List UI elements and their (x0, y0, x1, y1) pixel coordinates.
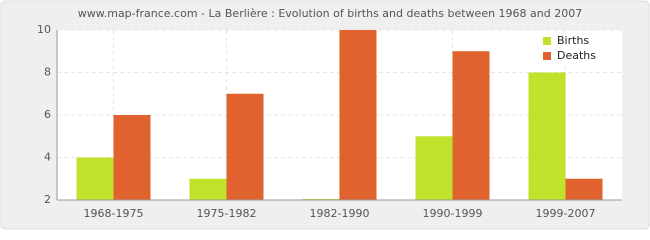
legend-label: Births (557, 34, 589, 47)
chart-title: www.map-france.com - La Berlière : Evolu… (78, 7, 582, 20)
x-tick-label: 1990-1999 (423, 207, 483, 220)
x-tick-label: 1999-2007 (536, 207, 596, 220)
y-tick-label: 2 (44, 193, 51, 206)
bar (113, 115, 151, 200)
bar (528, 72, 566, 200)
bar (565, 178, 603, 200)
legend-label: Deaths (557, 49, 596, 62)
legend-marker (543, 52, 551, 60)
x-tick-label: 1982-1990 (310, 207, 370, 220)
legend-marker (543, 37, 551, 45)
y-tick-label: 6 (44, 108, 51, 121)
bar (189, 178, 227, 200)
x-tick-label: 1968-1975 (84, 207, 144, 220)
bar (76, 157, 114, 200)
chart: www.map-france.com - La Berlière : Evolu… (0, 0, 650, 230)
bar (226, 93, 264, 200)
y-tick-label: 4 (44, 151, 51, 164)
x-tick-label: 1975-1982 (197, 207, 257, 220)
y-tick-label: 10 (37, 23, 51, 36)
y-tick-label: 8 (44, 66, 51, 79)
bar (452, 51, 490, 200)
bar (415, 136, 453, 200)
bar (339, 30, 377, 200)
